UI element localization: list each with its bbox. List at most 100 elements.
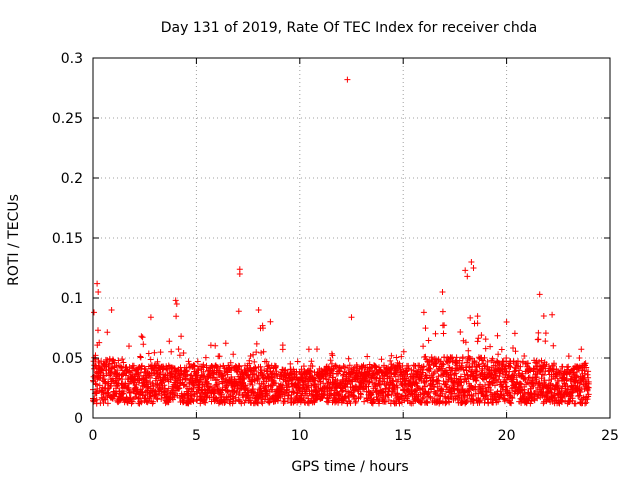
data-point (544, 384, 551, 390)
data-point (314, 396, 320, 403)
data-point (165, 385, 172, 392)
data-point (259, 322, 266, 329)
data-points (90, 76, 592, 407)
data-point (527, 367, 534, 374)
data-point (171, 393, 178, 400)
data-point (482, 336, 489, 343)
data-point (101, 376, 108, 383)
data-point (108, 382, 114, 389)
data-point (305, 384, 312, 391)
data-point (420, 394, 427, 401)
data-point (478, 332, 485, 339)
data-point (517, 363, 524, 370)
data-point (241, 376, 248, 382)
data-point (495, 359, 502, 366)
data-point (465, 347, 472, 354)
data-point (412, 379, 419, 386)
data-point (202, 399, 209, 406)
data-point (268, 374, 275, 381)
data-point (462, 267, 469, 274)
data-point (438, 386, 445, 393)
data-point (165, 398, 172, 405)
data-point (444, 369, 451, 376)
data-point (474, 338, 481, 345)
data-point (394, 390, 400, 397)
data-point (565, 353, 572, 360)
data-point (340, 372, 346, 379)
data-point (151, 349, 158, 356)
axis-ticks: 0 5 10 15 20 25 0 0.05 0.1 0.15 0.2 0.25 0.3 (52, 51, 619, 444)
data-point (253, 349, 260, 356)
data-point (108, 307, 115, 313)
data-point (154, 358, 161, 365)
data-point (124, 399, 131, 406)
data-point (116, 375, 123, 382)
data-point (404, 371, 411, 378)
data-point (215, 380, 222, 386)
data-point (269, 386, 276, 393)
data-point (142, 395, 149, 402)
data-point (125, 386, 132, 393)
data-point (358, 391, 364, 398)
data-point (255, 307, 262, 313)
data-point (178, 333, 185, 340)
data-point (345, 355, 352, 362)
data-point (464, 397, 471, 404)
data-point (308, 358, 315, 365)
data-point (143, 377, 150, 384)
data-point (315, 381, 322, 388)
data-point (122, 380, 129, 387)
data-point (428, 386, 435, 393)
data-point (542, 338, 549, 345)
data-point (550, 342, 557, 349)
data-point (438, 385, 444, 392)
data-point (385, 397, 392, 403)
data-point (185, 358, 192, 365)
data-point (413, 380, 420, 387)
data-point (503, 319, 510, 325)
data-point (448, 355, 454, 362)
data-point (191, 362, 198, 369)
y-tick-label: 0.25 (52, 111, 83, 127)
data-point (140, 341, 147, 348)
data-point (533, 374, 540, 380)
data-point (396, 360, 403, 367)
data-point (421, 383, 428, 390)
data-point (132, 394, 139, 400)
data-point (387, 373, 394, 380)
data-point (511, 330, 518, 337)
data-point (388, 391, 395, 398)
data-point (172, 297, 179, 304)
data-point (471, 359, 478, 366)
data-point (394, 384, 401, 391)
data-point (348, 314, 355, 321)
data-point (481, 354, 488, 361)
data-point (129, 398, 136, 405)
data-point (464, 359, 471, 366)
data-point (248, 378, 255, 385)
x-tick-label: 15 (394, 428, 412, 444)
data-point (500, 392, 507, 399)
data-point (584, 371, 591, 378)
data-point (104, 329, 111, 336)
y-tick-label: 0 (74, 411, 83, 427)
data-point (236, 390, 243, 396)
data-point (536, 291, 543, 298)
data-point (387, 357, 394, 364)
data-point (298, 366, 305, 373)
data-point (318, 367, 325, 374)
data-point (139, 362, 145, 369)
data-point (195, 367, 202, 374)
data-point (541, 372, 547, 378)
data-point (425, 337, 432, 344)
data-point (252, 364, 259, 371)
data-point (482, 392, 489, 399)
data-point (135, 395, 142, 401)
data-point (565, 363, 572, 370)
data-point (576, 355, 583, 361)
data-point (263, 378, 270, 385)
data-point (494, 332, 501, 339)
x-axis-label: GPS time / hours (291, 459, 408, 475)
data-point (307, 368, 314, 375)
